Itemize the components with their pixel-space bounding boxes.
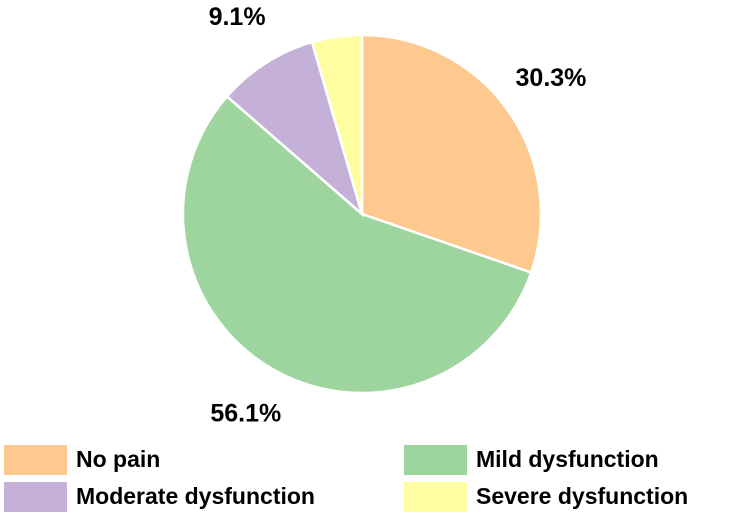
legend-swatch — [4, 482, 67, 512]
legend-swatch — [404, 445, 467, 475]
legend-label: No pain — [76, 446, 160, 472]
pie-slice — [181, 94, 533, 395]
legend-label: Moderate dysfunction — [76, 483, 315, 509]
value-label: 9.1% — [209, 3, 266, 31]
legend-swatch — [404, 482, 467, 512]
pie-slice — [310, 33, 364, 215]
value-label: 56.1% — [210, 399, 281, 427]
pie-slice — [225, 40, 365, 218]
value-label: 30.3% — [516, 64, 587, 92]
legend-label: Mild dysfunction — [476, 446, 659, 472]
legend-swatch — [4, 445, 67, 475]
legend-label: Severe dysfunction — [476, 483, 688, 509]
pie-slice — [360, 33, 543, 275]
